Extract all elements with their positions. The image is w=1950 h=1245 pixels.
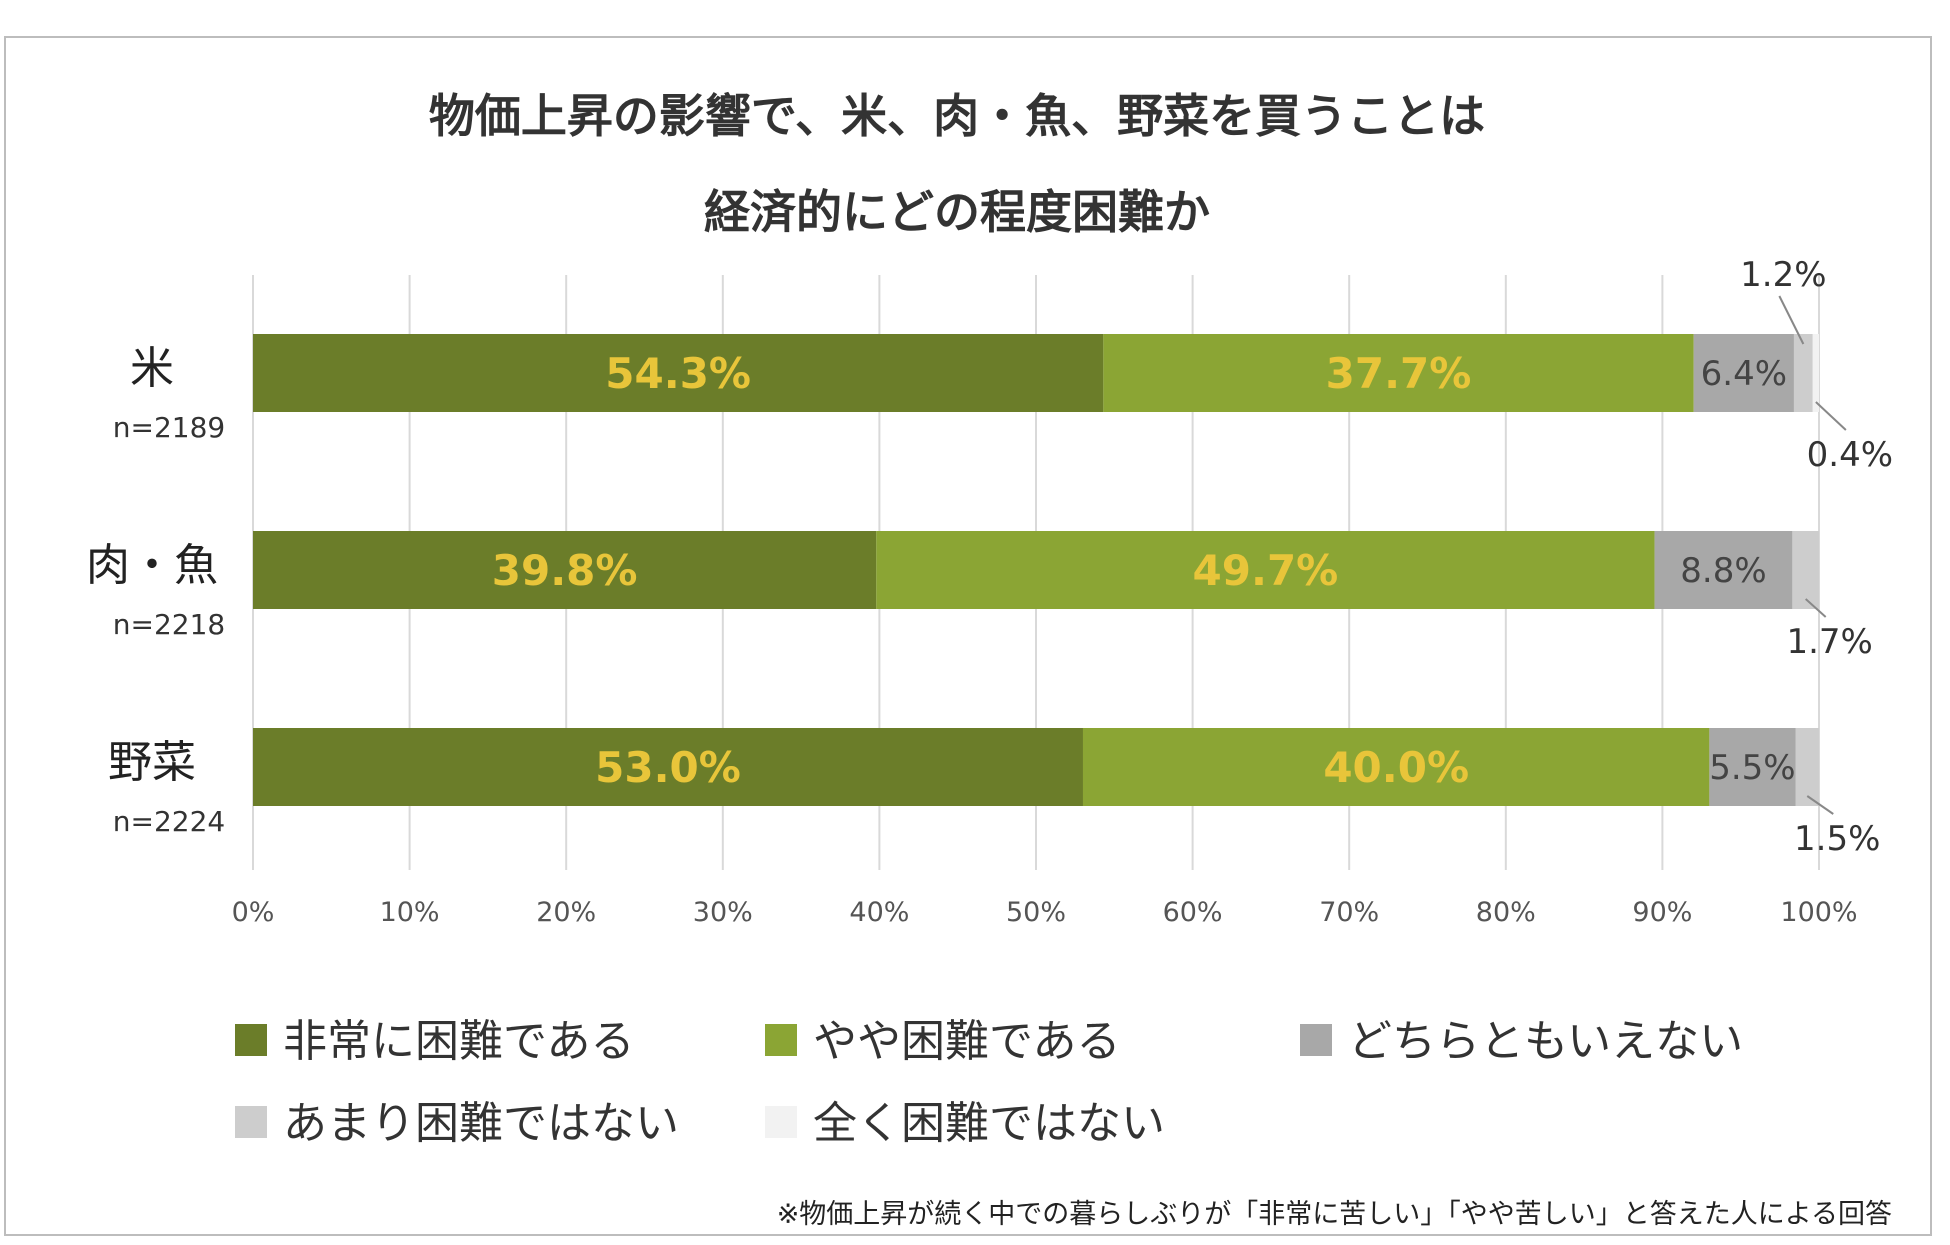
x-tick-label: 40%: [849, 897, 909, 928]
bar-data-label: 5.5%: [1709, 748, 1795, 788]
bar-data-label: 1.5%: [1794, 819, 1880, 859]
footnote: ※物価上昇が続く中での暮らしぶりが「非常に苦しい」「やや苦しい」と答えた人による…: [777, 1199, 1892, 1230]
bar-data-label: 53.0%: [595, 743, 741, 792]
bar-segment: [1709, 728, 1796, 806]
bar-segment: [1693, 334, 1794, 412]
sample-size-label: n=2218: [113, 608, 225, 641]
legend-swatch: [235, 1106, 267, 1138]
bar-segment: [253, 531, 877, 609]
callout-line: [1806, 795, 1834, 815]
bar-segment: [1795, 728, 1819, 806]
legend-label: あまり困難ではない: [283, 1098, 679, 1149]
bar-data-label: 37.7%: [1326, 349, 1472, 398]
chart-title-line-1: 物価上昇の影響で、米、肉・魚、野菜を買うことは: [429, 89, 1485, 143]
x-tick-label: 70%: [1319, 897, 1379, 928]
category-label: 米: [130, 343, 174, 394]
x-tick-label: 0%: [232, 897, 275, 928]
legend-label: 非常に困難である: [283, 1016, 635, 1067]
sample-size-label: n=2224: [113, 805, 225, 838]
x-tick-label: 30%: [693, 897, 753, 928]
bar-data-label: 54.3%: [605, 349, 751, 398]
bar-segment: [1812, 334, 1819, 412]
category-label: 野菜: [108, 737, 196, 788]
bar-data-label: 39.8%: [492, 546, 638, 595]
legend-swatch: [765, 1106, 797, 1138]
bar-segment: [876, 531, 1655, 609]
x-tick-label: 60%: [1163, 897, 1223, 928]
bar-data-label: 6.4%: [1701, 354, 1787, 394]
legend-swatch: [235, 1024, 267, 1056]
bar-segment: [1082, 728, 1710, 806]
callout-line: [1815, 401, 1847, 431]
x-tick-label: 90%: [1632, 897, 1692, 928]
legend-swatch: [1300, 1024, 1332, 1056]
legend-swatch: [765, 1024, 797, 1056]
legend-label: やや困難である: [813, 1016, 1121, 1067]
callout-line: [1805, 598, 1827, 618]
legend-label: どちらともいえない: [1348, 1016, 1743, 1067]
bar-data-label: 8.8%: [1680, 551, 1766, 591]
bar-segment: [253, 334, 1104, 412]
legend-label: 全く困難ではない: [813, 1098, 1165, 1149]
callout-line: [1778, 295, 1805, 345]
bar-segment: [1654, 531, 1793, 609]
x-tick-label: 10%: [380, 897, 440, 928]
bar-segment: [1793, 334, 1813, 412]
bar-data-label: 1.2%: [1740, 255, 1826, 295]
category-label: 肉・魚: [86, 540, 218, 591]
x-tick-label: 50%: [1006, 897, 1066, 928]
chart-title-line-2: 経済的にどの程度困難か: [704, 185, 1210, 239]
bar-segment: [253, 728, 1083, 806]
bar-data-label: 0.4%: [1807, 435, 1893, 475]
bar-segment: [1792, 531, 1819, 609]
x-tick-label: 100%: [1780, 897, 1857, 928]
sample-size-label: n=2189: [113, 411, 225, 444]
x-tick-label: 80%: [1476, 897, 1536, 928]
x-tick-label: 20%: [536, 897, 596, 928]
bar-data-label: 40.0%: [1323, 743, 1469, 792]
bar-data-label: 49.7%: [1193, 546, 1339, 595]
bar-data-label: 1.7%: [1786, 622, 1872, 662]
bar-segment: [1103, 334, 1694, 412]
